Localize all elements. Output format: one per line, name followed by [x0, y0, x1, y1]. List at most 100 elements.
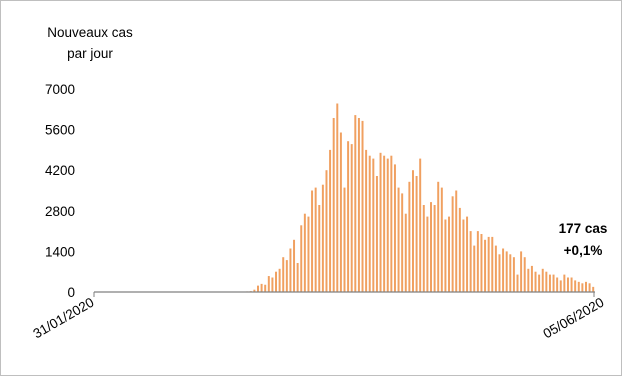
bar	[354, 115, 357, 292]
bar	[357, 118, 360, 292]
bar	[585, 281, 587, 292]
bar	[321, 184, 324, 292]
bar	[523, 257, 526, 292]
bar	[347, 141, 350, 292]
bar	[379, 152, 382, 292]
bar	[401, 193, 404, 292]
bar	[264, 284, 267, 292]
y-tick-label: 7000	[45, 82, 75, 97]
bar	[267, 276, 270, 292]
bar	[592, 286, 595, 292]
bar	[343, 187, 346, 292]
bar	[278, 268, 281, 292]
bar	[411, 170, 414, 292]
bar	[397, 187, 400, 292]
bar	[462, 219, 465, 292]
bar	[422, 205, 425, 292]
bar	[293, 239, 296, 292]
bar	[473, 245, 476, 292]
bar	[275, 271, 278, 292]
bar	[527, 268, 530, 292]
annotation-percent: +0,1%	[564, 243, 603, 258]
y-axis-title-line2: par jour	[67, 46, 113, 61]
bar	[393, 164, 396, 292]
bar	[361, 120, 364, 293]
bar	[577, 281, 580, 292]
bar	[282, 257, 285, 292]
bar	[368, 155, 371, 292]
bar	[516, 274, 519, 292]
bar	[545, 271, 548, 292]
annotation-count: 177 cas	[559, 221, 608, 236]
bar	[271, 277, 274, 292]
bar	[566, 277, 569, 292]
bar	[559, 280, 562, 292]
bar	[339, 132, 342, 292]
y-tick-label: 2800	[45, 204, 75, 219]
y-tick-label: 5600	[45, 123, 75, 138]
bar	[491, 236, 494, 292]
bar	[332, 118, 335, 292]
bar	[336, 103, 339, 292]
bar	[307, 216, 310, 292]
bar	[494, 245, 497, 292]
x-tick-label-end: 05/06/2020	[540, 295, 606, 342]
y-axis-title-line1: Nouveaux cas	[47, 25, 133, 40]
x-tick-label-start: 31/01/2020	[30, 295, 96, 342]
bar	[289, 248, 292, 292]
bar	[440, 187, 443, 292]
bar	[563, 274, 566, 292]
bar	[430, 202, 432, 292]
bar	[548, 274, 551, 292]
bar	[588, 283, 591, 292]
bar	[375, 176, 378, 292]
bar	[448, 216, 451, 292]
bar	[318, 205, 321, 292]
bar	[444, 219, 447, 292]
bar	[480, 234, 483, 292]
bar	[300, 225, 303, 292]
bar	[552, 274, 555, 292]
bar	[260, 283, 263, 292]
bar	[484, 239, 487, 292]
bar	[570, 277, 573, 292]
bar	[386, 158, 389, 292]
bar	[419, 158, 422, 292]
bar	[581, 283, 584, 292]
bar	[408, 181, 411, 292]
bar	[534, 271, 537, 292]
bar	[455, 190, 458, 292]
bar	[253, 289, 256, 292]
bar	[311, 190, 314, 292]
bar	[466, 216, 469, 292]
bar	[285, 260, 288, 292]
bar	[257, 285, 259, 292]
bar	[426, 216, 429, 292]
bar	[415, 176, 418, 292]
bar	[538, 274, 541, 292]
bar	[437, 181, 440, 292]
bar	[509, 254, 512, 292]
y-tick-label: 0	[67, 285, 75, 300]
bar	[556, 277, 559, 292]
bar	[541, 268, 544, 292]
bar	[372, 158, 375, 292]
bar	[512, 257, 515, 292]
bar	[365, 149, 368, 292]
bar	[458, 207, 461, 292]
bar	[487, 236, 490, 292]
bar	[303, 213, 306, 292]
bar	[574, 280, 577, 292]
bar	[404, 213, 407, 292]
bar	[325, 170, 328, 292]
bar	[520, 251, 523, 292]
y-tick-label: 1400	[45, 244, 75, 259]
bar	[433, 205, 436, 292]
bar	[451, 196, 454, 292]
bar	[505, 251, 508, 292]
bar	[390, 155, 393, 292]
bar	[314, 187, 317, 292]
y-tick-label: 4200	[45, 163, 75, 178]
